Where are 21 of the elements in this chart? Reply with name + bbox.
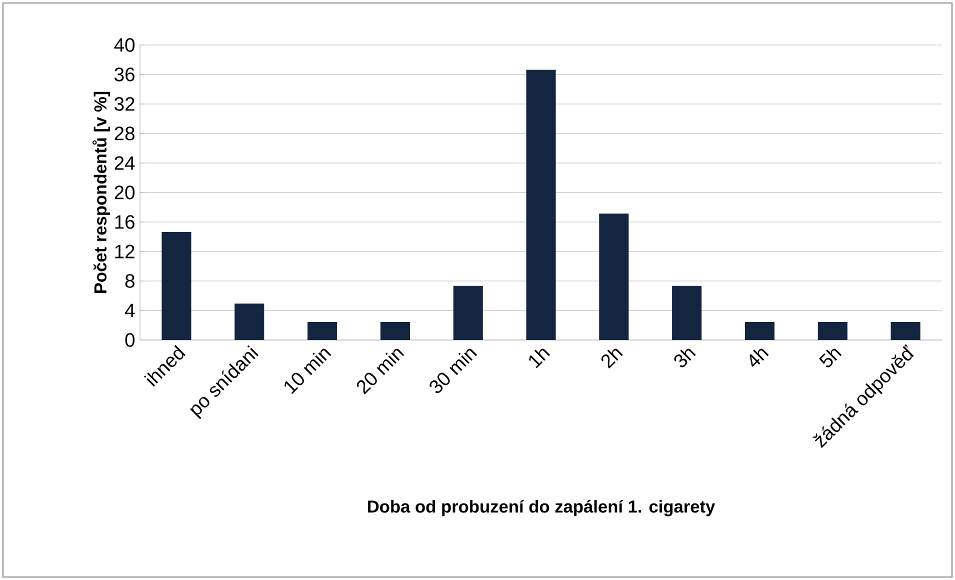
x-tick-label: 10 min: [284, 348, 332, 394]
y-tick-label: 0: [125, 333, 135, 347]
y-axis-title: Počet respondentů [v %]: [92, 92, 110, 293]
y-tick-label: 40: [114, 38, 135, 52]
y-tick-label: 36: [114, 68, 134, 82]
y-tick-label: 32: [114, 97, 134, 111]
y-tick-label: 24: [114, 156, 135, 170]
x-tick-label: 20 min: [356, 348, 404, 394]
x-tick-label: 2h: [601, 348, 623, 369]
x-axis-title: Doba od probuzení do zapálení 1. cigarety: [368, 500, 716, 516]
y-tick-label: 16: [115, 215, 134, 229]
x-tick-label: 5h: [819, 348, 842, 368]
y-tick-label: 8: [125, 274, 134, 288]
y-tick-label: 20: [114, 186, 135, 200]
y-tick-label: 4: [124, 304, 135, 318]
x-tick-label: 4h: [750, 348, 769, 367]
x-tick-label: 30 min: [430, 348, 478, 394]
x-tick-label: 1h: [529, 348, 550, 368]
x-tick-label: 3h: [674, 348, 696, 368]
y-tick-label: 28: [114, 126, 134, 140]
y-tick-label: 12: [115, 244, 134, 258]
